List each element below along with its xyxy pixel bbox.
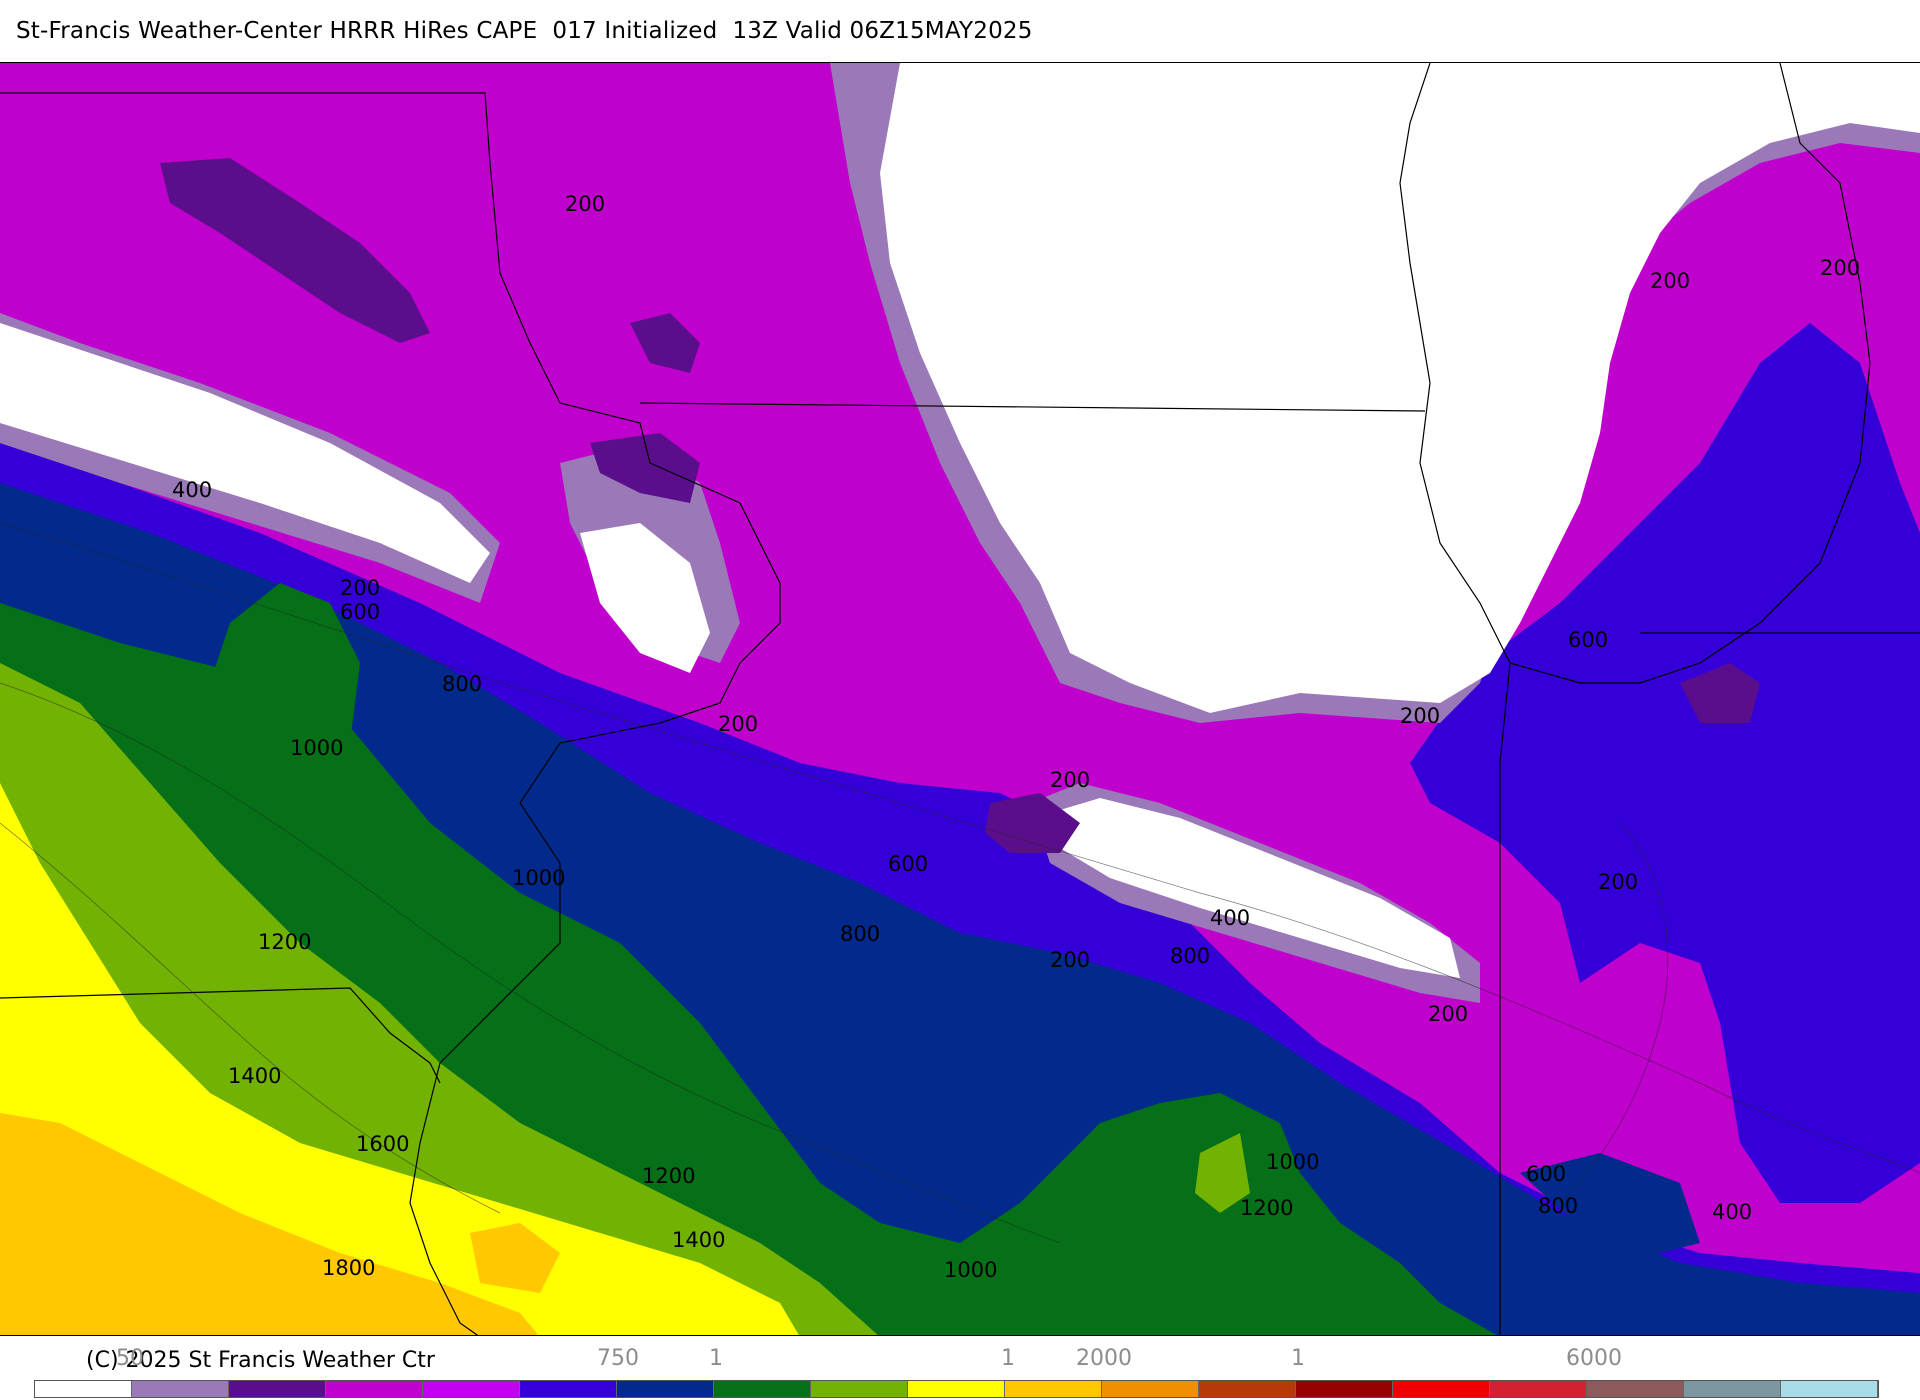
- legend-tick-label: 6000: [1566, 1346, 1622, 1371]
- legend-tick-label: 1: [1291, 1346, 1305, 1371]
- contour-label: 1200: [642, 1164, 695, 1188]
- contour-label: 800: [1538, 1194, 1578, 1218]
- cape-band-1000-b: [210, 583, 360, 783]
- colorbar-swatch: [617, 1381, 714, 1397]
- legend-tick-label: 1: [709, 1346, 723, 1371]
- cape-feature-3: [985, 793, 1080, 853]
- colorbar-swatch: [714, 1381, 811, 1397]
- cape-band-1800: [0, 1113, 539, 1335]
- colorbar-swatch: [326, 1381, 423, 1397]
- colorbar-swatch: [908, 1381, 1005, 1397]
- contour-label: 400: [172, 478, 212, 502]
- state-boundaries: [0, 63, 1920, 1335]
- contour-label: 1600: [356, 1132, 409, 1156]
- legend-tick-label: 1: [1001, 1346, 1015, 1371]
- colorbar-swatch: [35, 1381, 132, 1397]
- cape-contours: [0, 522, 1920, 1244]
- colorbar-swatch: [1199, 1381, 1296, 1397]
- contour-label: 200: [1598, 870, 1638, 894]
- contour-label: 1400: [672, 1228, 725, 1252]
- contour-label: 1000: [290, 736, 343, 760]
- colorbar-swatch: [811, 1381, 908, 1397]
- cape-feature-2: [590, 433, 700, 503]
- colorbar-swatch: [423, 1381, 520, 1397]
- legend-tick-label: 50: [116, 1346, 144, 1371]
- contour-label: 200: [1050, 948, 1090, 972]
- colorbar-swatch: [1296, 1381, 1393, 1397]
- contour-label: 600: [1526, 1162, 1566, 1186]
- cape-band-800-east: [1520, 1153, 1700, 1263]
- cape-feature-5: [630, 313, 700, 373]
- contour-label: 1400: [228, 1064, 281, 1088]
- colorbar-swatch: [1393, 1381, 1490, 1397]
- cape-low-west: [0, 323, 490, 583]
- contour-label: 1200: [258, 930, 311, 954]
- colorbar-swatch: [1490, 1381, 1587, 1397]
- cape-band-1200-b: [1195, 1133, 1250, 1213]
- cape-feature-4: [1680, 663, 1760, 723]
- contour-label: 200: [1400, 704, 1440, 728]
- colorbar-swatch: [132, 1381, 229, 1397]
- cape-low-middle: [1050, 798, 1460, 978]
- colorbar-swatch: [1684, 1381, 1781, 1397]
- contour-label: 1000: [944, 1258, 997, 1282]
- legend-tick-label: 750: [597, 1346, 639, 1371]
- contour-label: 600: [340, 600, 380, 624]
- colorbar-swatch: [229, 1381, 326, 1397]
- contour-label: 800: [1170, 944, 1210, 968]
- contour-label: 1000: [512, 866, 565, 890]
- cape-band-1800-b: [470, 1223, 560, 1293]
- contour-label: 200: [1650, 269, 1690, 293]
- contour-label: 200: [1820, 256, 1860, 280]
- contour-label: 800: [442, 672, 482, 696]
- colorbar-swatch: [1587, 1381, 1684, 1397]
- colorbar-swatch: [1102, 1381, 1199, 1397]
- cape-low-lakes: [580, 523, 710, 673]
- contour-label: 400: [1712, 1200, 1752, 1224]
- contour-label: 400: [1210, 906, 1250, 930]
- contour-label: 1000: [1266, 1150, 1319, 1174]
- cape-feature-1: [160, 158, 430, 343]
- colorbar-swatch: [1005, 1381, 1102, 1397]
- contour-label: 600: [1568, 628, 1608, 652]
- legend-tick-label: 2000: [1076, 1346, 1132, 1371]
- contour-label: 1800: [322, 1256, 375, 1280]
- cape-low-north: [880, 63, 1920, 713]
- map-title: St-Francis Weather-Center HRRR HiRes CAP…: [16, 18, 1033, 44]
- contour-label: 800: [840, 922, 880, 946]
- cape-band-600-east: [1410, 323, 1920, 1203]
- contour-label: 200: [340, 576, 380, 600]
- contour-label: 600: [888, 852, 928, 876]
- colorbar-swatch: [520, 1381, 617, 1397]
- contour-labels: 200 200 200 200 400 200 600 800 1000 200…: [172, 192, 1860, 1282]
- contour-label: 1200: [1240, 1196, 1293, 1220]
- contour-label: 200: [565, 192, 605, 216]
- cape-map: 200 200 200 200 400 200 600 800 1000 200…: [0, 62, 1920, 1336]
- contour-label: 200: [718, 712, 758, 736]
- contour-label: 200: [1050, 768, 1090, 792]
- copyright-notice: (C) 2025 St Francis Weather Ctr: [86, 1348, 435, 1373]
- colorbar-swatch: [1781, 1381, 1878, 1397]
- colorbar: [34, 1380, 1879, 1398]
- contour-label: 200: [1428, 1002, 1468, 1026]
